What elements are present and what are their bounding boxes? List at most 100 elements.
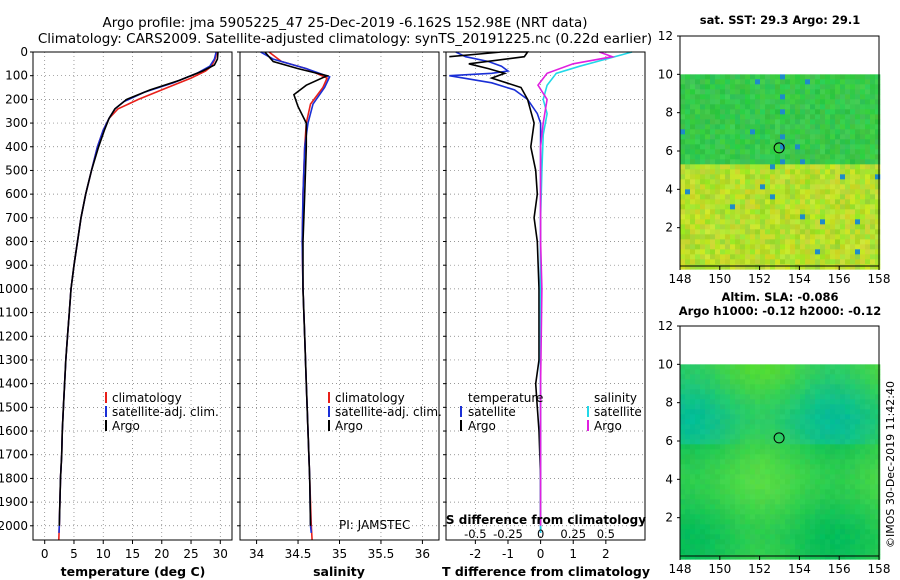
map-cell [755,104,761,110]
map-cell [855,109,861,115]
map-cell [760,129,766,135]
map-cell [870,124,876,130]
map-cell [685,124,691,130]
map-cell [855,144,861,150]
map-cell [855,159,861,165]
map-cell [770,144,776,150]
map-cell [820,189,826,195]
map-cell [775,529,781,535]
map-cell [875,474,881,480]
map-cell [805,419,811,425]
map-cell [875,484,881,490]
map-cell [725,419,731,425]
map-cell [770,109,776,115]
map-cell [865,459,871,465]
map-cell [685,109,691,115]
map-cell [735,414,741,420]
map-cell [685,169,691,175]
map-cell [715,119,721,125]
map-cell [765,534,771,540]
map-cell [715,104,721,110]
map-cell [835,149,841,155]
map-cell [705,439,711,445]
map-cell [840,104,846,110]
map-cell [815,129,821,135]
map-cell [740,224,746,230]
map-cell [810,159,816,165]
map-cell [685,119,691,125]
map-cell [710,384,716,390]
map-cell [820,394,826,400]
map-cell [840,84,846,90]
map-cell [705,244,711,250]
map-cell [810,254,816,260]
map-cell [760,259,766,265]
map-cell [875,89,881,95]
map-cell [805,114,811,120]
map-cell [760,154,766,160]
map-cell [830,244,836,250]
map-cell [755,124,761,130]
map-cell [850,364,856,370]
map-cell [855,454,861,460]
map-cell [690,444,696,450]
map-cell [775,224,781,230]
map-cell [695,394,701,400]
map-cell [840,249,846,255]
map-cell [715,124,721,130]
map-cell [855,234,861,240]
map-cell [730,254,736,260]
map-cell [825,224,831,230]
map-cell [725,524,731,530]
map-cell [735,124,741,130]
map-cell [785,129,791,135]
map-cell [780,249,786,255]
map-cell [795,124,801,130]
map-cell [780,174,786,180]
map-cell [840,149,846,155]
map-cell [825,214,831,220]
map-cell [680,389,686,395]
map-cell [845,149,851,155]
map-cell [875,399,881,405]
map-cell [715,524,721,530]
map-cell [760,489,766,495]
map-cell [870,544,876,550]
map-cell [790,409,796,415]
map-cell [690,454,696,460]
map-cell [850,459,856,465]
map-cell [810,264,816,270]
map-cell [725,529,731,535]
map-cell [735,549,741,555]
map-cell [870,184,876,190]
map-cell [785,154,791,160]
map-cell [700,194,706,200]
map-cell [870,364,876,370]
map-cell [690,459,696,465]
map-cell [810,374,816,380]
map-cell [780,264,786,270]
map-cell [680,464,686,470]
map-cell [860,424,866,430]
map-cell [770,539,776,545]
map-cell [850,129,856,135]
map-cell [765,174,771,180]
map-cell [840,399,846,405]
map-cell [730,164,736,170]
map-cell [730,134,736,140]
map-cell [740,74,746,80]
x-tick-label: 1 [569,547,577,561]
map-cell [765,544,771,550]
map-cell [705,94,711,100]
map-cell [730,194,736,200]
map-cell [735,139,741,145]
pi-annotation: PI: JAMSTEC [339,518,410,532]
map-cell [710,184,716,190]
map-cell [680,224,686,230]
map-cell [735,374,741,380]
map-cell [705,194,711,200]
map-cell [805,524,811,530]
map-cell [840,524,846,530]
map-cell [770,419,776,425]
map-cell [715,169,721,175]
